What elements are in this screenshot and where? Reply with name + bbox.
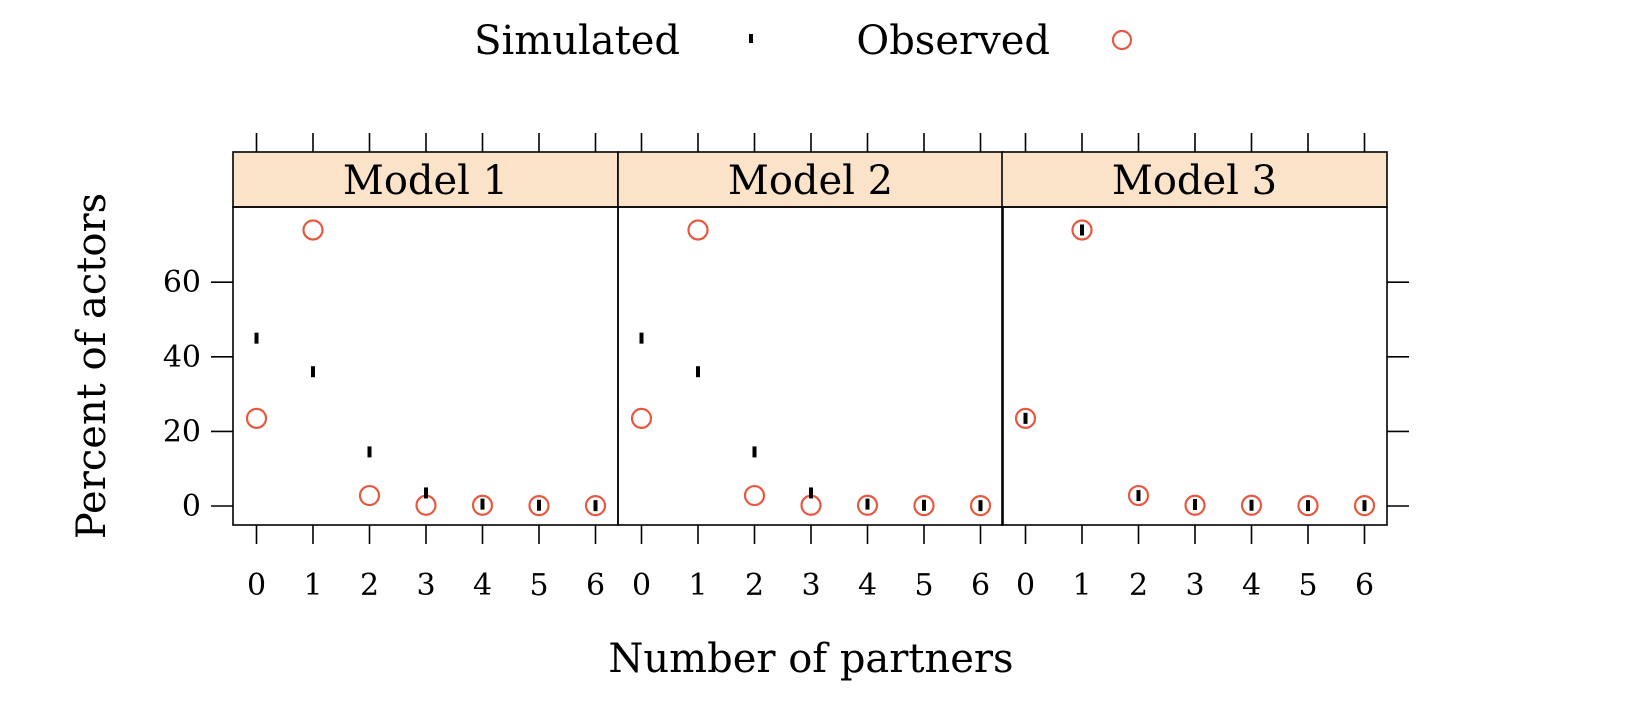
panels: Model 1 0 1 2 3 4 5 6 Model 2 0 1 2 3 4 5 6 Model 3 0 1 2 3 4…: [163, 133, 1409, 603]
y-axis-title: Percent of actors: [69, 193, 115, 539]
simulated-point: [254, 332, 259, 344]
observed-point: [856, 494, 879, 516]
observed-point: [1071, 219, 1093, 241]
y-tick-label: 20: [163, 414, 201, 449]
simulated-point: [978, 500, 983, 512]
x-tick-label: 3: [1185, 568, 1204, 603]
x-tick-label: 0: [632, 568, 651, 603]
panel-3: Model 3 0 1 2 3 4 5 6: [1001, 133, 1388, 603]
simulated-point: [1249, 499, 1254, 511]
simulated-point: [1023, 412, 1028, 424]
observed-point: [1297, 495, 1319, 517]
x-tick-label: 0: [1016, 568, 1035, 603]
observed-point: [1184, 494, 1206, 516]
x-tick-label: 1: [688, 568, 707, 603]
y-tick-label: 40: [163, 340, 201, 375]
legend-label-observed: Observed: [856, 18, 1050, 64]
x-tick-label: 2: [360, 568, 379, 603]
simulated-point: [480, 498, 485, 510]
x-tick-label: 6: [971, 568, 990, 603]
x-tick-label: 5: [914, 568, 933, 603]
x-tick-label: 2: [1129, 568, 1148, 603]
simulated-point: [1362, 500, 1367, 512]
x-tick-label: 2: [745, 568, 764, 603]
panel-2: Model 2 0 1 2 3 4 5 6: [617, 133, 1004, 603]
observed-point: [687, 219, 709, 241]
legend-label-simulated: Simulated: [474, 18, 680, 64]
panel-plot-area: [1001, 206, 1388, 526]
simulated-point: [593, 500, 598, 512]
x-tick-label: 4: [1242, 568, 1261, 603]
observed-point: [1014, 407, 1037, 429]
simulated-point: [424, 487, 428, 499]
simulated-point: [1193, 499, 1197, 511]
observed-point: [415, 494, 437, 516]
simulated-point: [922, 499, 926, 511]
y-tick-label: 0: [182, 489, 201, 524]
x-tick-label: 4: [858, 568, 877, 603]
simulated-point: [639, 332, 644, 344]
simulated-point: [1136, 490, 1141, 502]
simulated-point: [1306, 500, 1310, 512]
panel-title: Model 1: [343, 158, 508, 204]
panel-title: Model 2: [728, 158, 893, 204]
observed-point: [1353, 495, 1376, 517]
panel-strip: [232, 151, 619, 208]
x-tick-label: 3: [801, 568, 820, 603]
observed-point: [302, 219, 324, 241]
simulated-point: [311, 366, 315, 378]
x-axis-title: Number of partners: [608, 636, 1013, 682]
observed-point: [358, 484, 381, 507]
x-tick-label: 4: [473, 568, 492, 603]
x-tick-label: 6: [586, 568, 605, 603]
x-tick-label: 6: [1355, 568, 1374, 603]
x-tick-label: 5: [529, 568, 548, 603]
observed-point: [1240, 494, 1263, 516]
observed-point: [245, 407, 268, 429]
panel-plot-area: [617, 206, 1004, 526]
legend-marker-simulated: [749, 34, 753, 43]
observed-point: [630, 407, 653, 429]
simulated-point: [367, 446, 372, 458]
observed-point: [913, 495, 935, 517]
x-tick-label: 1: [1072, 568, 1091, 603]
simulated-point: [752, 446, 757, 458]
legend: Simulated Observed: [474, 18, 1133, 64]
x-tick-label: 5: [1298, 568, 1317, 603]
observed-point: [528, 495, 550, 517]
observed-point: [584, 495, 607, 517]
simulated-point: [696, 366, 700, 378]
simulated-point: [537, 499, 541, 511]
simulated-point: [865, 498, 870, 510]
observed-point: [969, 495, 992, 517]
simulated-point: [809, 487, 813, 499]
x-tick-label: 0: [247, 568, 266, 603]
panel-1: Model 1 0 1 2 3 4 5 6: [232, 133, 619, 603]
observed-point: [800, 494, 822, 516]
y-tick-label: 60: [163, 265, 201, 300]
observed-point: [471, 494, 494, 516]
panel-title: Model 3: [1112, 158, 1277, 204]
legend-marker-observed: [1111, 29, 1133, 51]
panel-plot-area: [232, 206, 619, 526]
simulated-point: [1080, 224, 1084, 236]
observed-point: [1127, 484, 1150, 507]
x-tick-label: 3: [416, 568, 435, 603]
observed-point: [743, 484, 766, 507]
x-tick-label: 1: [303, 568, 322, 603]
panel-strip: [1001, 151, 1388, 208]
